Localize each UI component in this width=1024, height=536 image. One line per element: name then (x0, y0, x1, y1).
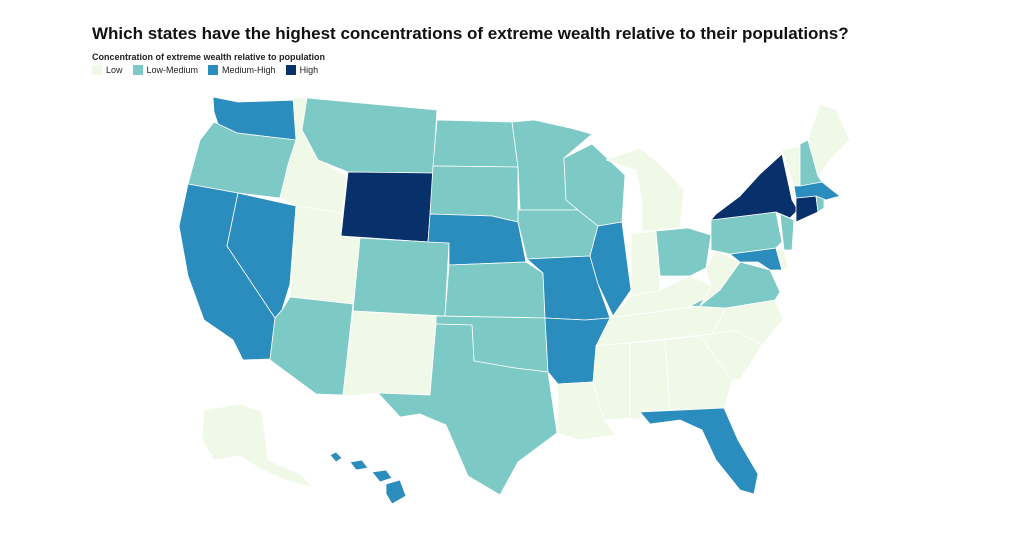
state-az[interactable] (269, 296, 354, 396)
legend-label-low-medium: Low-Medium (146, 65, 199, 75)
legend-label-low: Low (106, 65, 123, 75)
legend-item-medium-high[interactable]: Medium-High (208, 65, 276, 75)
state-al[interactable] (629, 339, 671, 421)
state-co[interactable] (352, 237, 450, 317)
legend-swatch-low-medium (132, 65, 143, 75)
state-ks[interactable] (444, 261, 546, 319)
legend-title: Concentration of extreme wealth relative… (92, 52, 326, 62)
state-ma[interactable] (793, 181, 841, 201)
state-ct[interactable] (795, 195, 819, 223)
state-nd[interactable] (432, 119, 519, 168)
state-de[interactable] (775, 247, 789, 271)
state-nm[interactable] (342, 310, 437, 397)
state-nj[interactable] (779, 213, 795, 251)
state-tx[interactable] (377, 323, 558, 496)
legend-item-high[interactable]: High (285, 65, 319, 75)
state-fl[interactable] (639, 407, 759, 495)
legend-swatch-medium-high (208, 65, 219, 75)
page-title: Which states have the highest concentrat… (92, 24, 849, 43)
state-mi[interactable] (605, 147, 685, 232)
legend-swatch-high (285, 65, 296, 75)
state-hi-2[interactable] (349, 459, 369, 471)
state-wy[interactable] (340, 171, 434, 243)
state-hi-4[interactable] (385, 479, 407, 505)
state-ga[interactable] (664, 335, 733, 411)
legend-swatch-low (92, 65, 102, 75)
state-hi[interactable] (329, 451, 343, 463)
state-nh[interactable] (799, 139, 823, 187)
state-me[interactable] (807, 103, 851, 177)
state-hi-3[interactable] (371, 469, 393, 483)
state-oh[interactable] (655, 227, 712, 277)
state-ia[interactable] (517, 209, 599, 260)
legend: Low Low-Medium Medium-High High (92, 65, 318, 75)
state-sd[interactable] (429, 165, 519, 223)
state-mt[interactable] (301, 97, 438, 174)
state-ms[interactable] (592, 342, 631, 421)
legend-item-low-medium[interactable]: Low-Medium (132, 65, 199, 75)
state-ak[interactable] (201, 403, 315, 489)
state-ny[interactable] (710, 153, 799, 221)
state-in[interactable] (630, 230, 661, 297)
legend-label-high: High (299, 65, 319, 75)
legend-item-low[interactable]: Low (92, 65, 123, 75)
legend-label-medium-high: Medium-High (222, 65, 276, 75)
